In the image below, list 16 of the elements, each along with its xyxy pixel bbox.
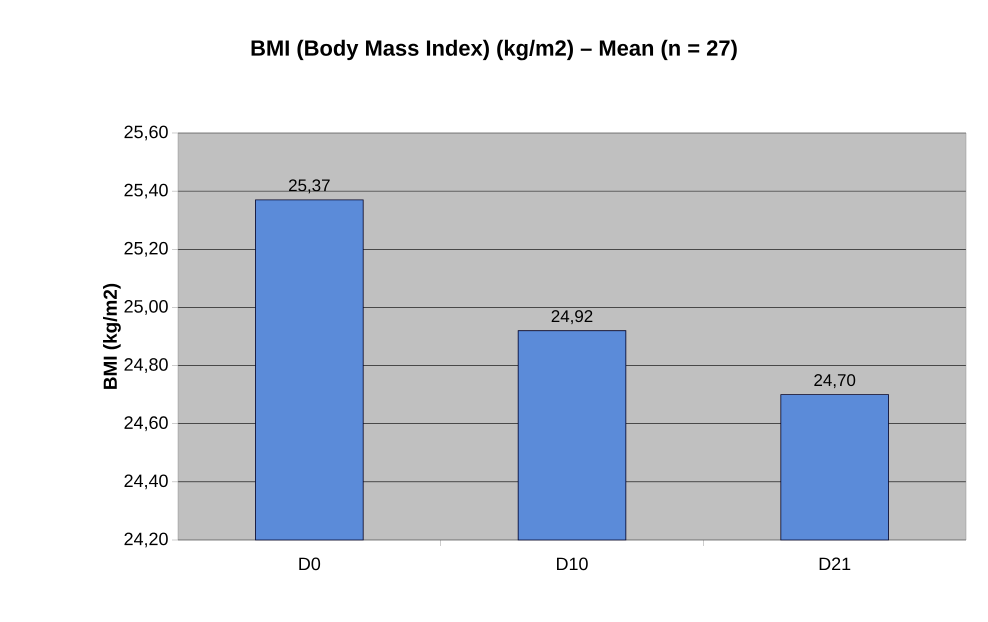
data-label: 24,70 [814,374,856,388]
y-axis-title: BMI (kg/m2) [103,284,121,389]
y-tick-label: 24,40 [124,474,168,490]
x-tick-label: D10 [557,558,588,570]
x-tick-label: D0 [299,558,320,570]
x-tick-label: D21 [820,558,850,570]
chart-title: BMI (Body Mass Index) (kg/m2) – Mean (n = 27) [252,40,737,60]
data-label: 24,92 [552,310,592,324]
y-tick-label: 25,20 [124,242,168,257]
y-tick-label: 25,40 [124,184,168,199]
y-tick-label: 24,80 [124,358,168,373]
y-tick-label: 25,00 [124,300,168,315]
data-label: 25,37 [289,179,330,194]
y-tick-label: 24,60 [124,416,168,432]
y-tick-label: 24,20 [124,532,168,548]
y-tick-label: 25,60 [124,126,168,140]
